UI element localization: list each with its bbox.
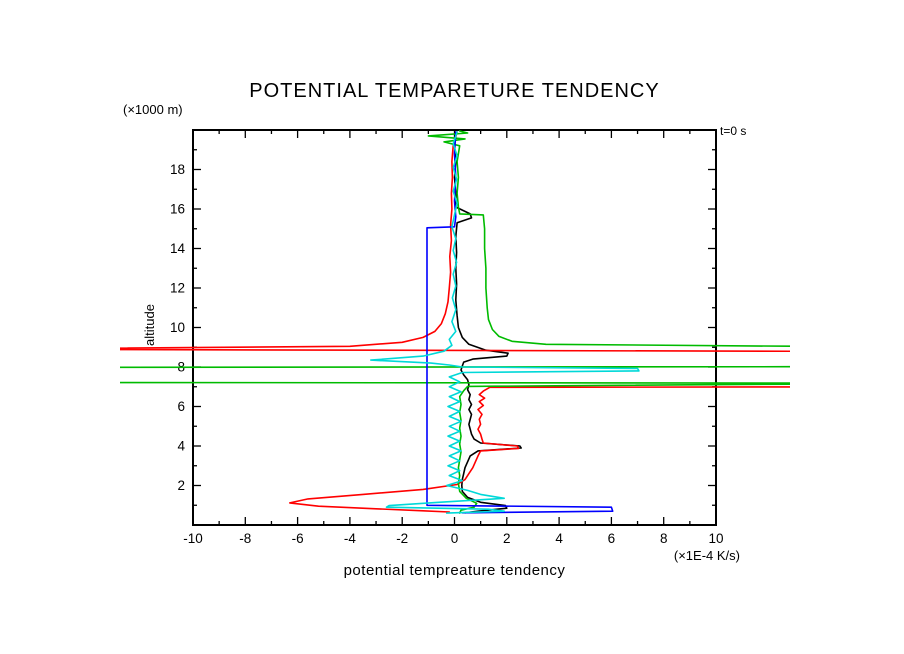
y-axis-title: altitude xyxy=(142,304,157,346)
y-tick-label: 16 xyxy=(170,202,185,217)
x-tick-label: -8 xyxy=(239,531,251,546)
y-tick-label: 10 xyxy=(170,320,185,335)
x-tick-label: 4 xyxy=(555,531,563,546)
x-tick-label: 10 xyxy=(708,531,723,546)
x-axis-title: potential tempreature tendency xyxy=(343,562,566,579)
x-tick-label: 0 xyxy=(451,531,459,546)
x-tick-label: 2 xyxy=(503,531,511,546)
y-tick-label: 6 xyxy=(177,399,185,414)
chart-title: POTENTIAL TEMPARETURE TENDENCY xyxy=(249,80,660,102)
y-tick-label: 4 xyxy=(177,439,185,454)
time-annotation: t=0 s xyxy=(720,124,747,138)
y-tick-label: 18 xyxy=(170,162,185,177)
y-tick-label: 14 xyxy=(170,241,186,256)
red-profile-line xyxy=(120,131,790,513)
blue-profile-line xyxy=(426,131,614,514)
x-tick-label: -2 xyxy=(396,531,408,546)
x-tick-label: -10 xyxy=(183,531,203,546)
x-tick-label: 8 xyxy=(660,531,668,546)
y-tick-label: 2 xyxy=(177,478,185,493)
cyan-profile-line xyxy=(369,131,640,514)
black-profile-line xyxy=(453,131,523,514)
y-axis-unit-label: (×1000 m) xyxy=(123,102,183,117)
y-tick-label: 12 xyxy=(170,281,185,296)
x-tick-label: -6 xyxy=(292,531,304,546)
x-axis-unit-label: (×1E-4 K/s) xyxy=(673,548,740,563)
x-tick-label: -4 xyxy=(344,531,356,546)
x-tick-label: 6 xyxy=(608,531,616,546)
